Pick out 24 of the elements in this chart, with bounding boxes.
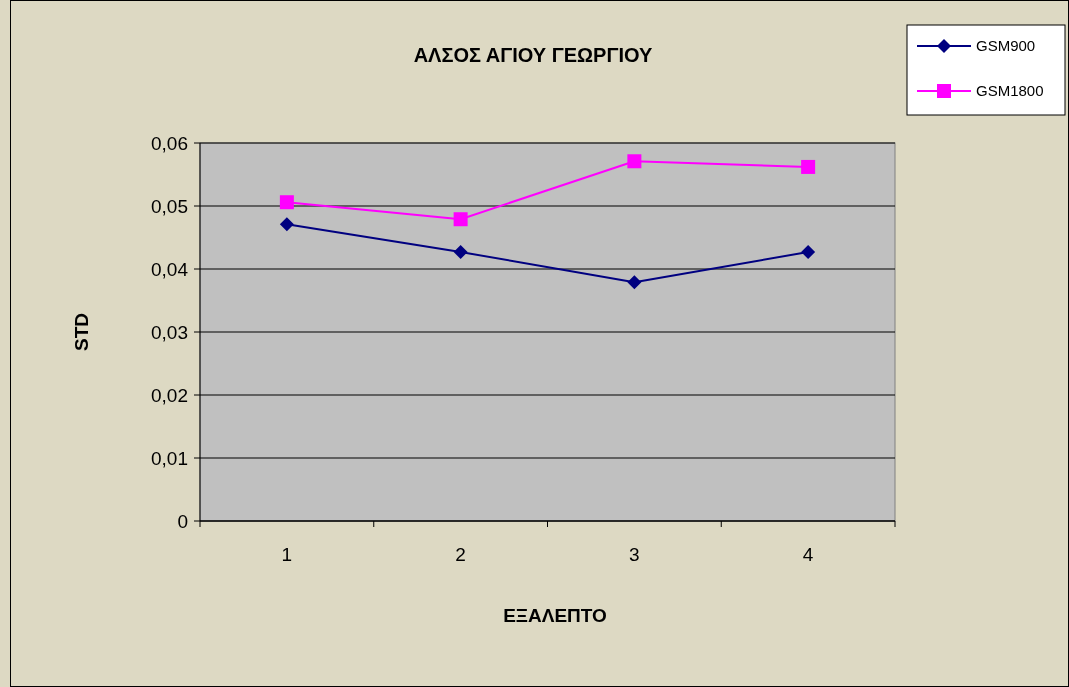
y-tick-label: 0 <box>177 510 188 532</box>
point <box>279 195 294 210</box>
chart-title: ΑΛΣΟΣ ΑΓΙΟΥ ΓΕΩΡΓΙΟΥ <box>413 44 654 66</box>
point <box>453 212 468 227</box>
point <box>627 154 642 169</box>
x-tick-label: 2 <box>455 544 466 565</box>
x-tick-label: 4 <box>802 544 814 565</box>
x-tick-label: 1 <box>281 544 293 565</box>
y-tick-label: 0,05 <box>151 195 188 217</box>
legend-label: GSM1800 <box>976 82 1044 100</box>
y-tick-label: 0,03 <box>151 321 188 343</box>
y-tick-label: 0,04 <box>151 258 189 280</box>
point <box>453 244 468 259</box>
y-tick-label: 0,01 <box>151 447 188 469</box>
x-tick-label: 3 <box>629 544 640 565</box>
point <box>279 217 294 232</box>
legend-label: GSM900 <box>976 37 1036 55</box>
y-tick-label: 0,06 <box>151 132 188 154</box>
point <box>801 159 816 174</box>
point <box>801 244 816 259</box>
x-axis-title: ΕΞΑΛΕΠΤΟ <box>503 605 607 626</box>
y-axis-title: STD <box>71 313 92 351</box>
point <box>627 275 642 290</box>
y-tick-label: 0,02 <box>151 384 188 406</box>
